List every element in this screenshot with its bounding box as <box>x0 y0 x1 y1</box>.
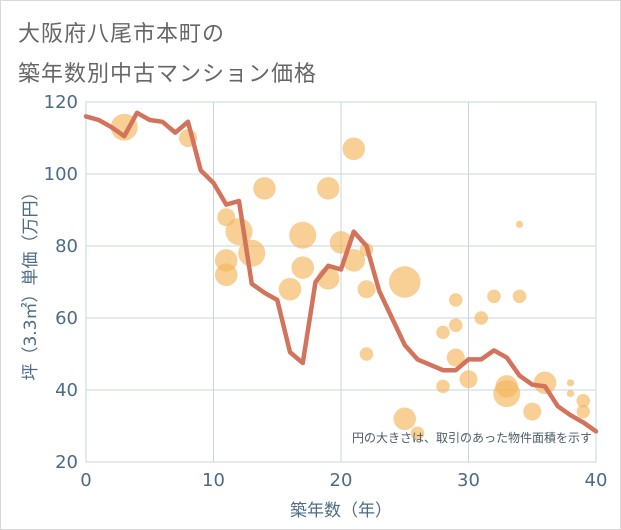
data-bubble <box>449 293 463 307</box>
data-bubble <box>459 370 478 389</box>
data-bubble <box>289 221 317 249</box>
x-tick-label: 40 <box>585 470 608 491</box>
y-tick-label: 120 <box>44 92 78 113</box>
data-bubble <box>410 426 425 440</box>
size-annotation: 円の大きさは、取引のあった物件面積を示す <box>352 430 592 445</box>
data-bubble <box>474 311 488 325</box>
data-bubble <box>515 220 524 228</box>
data-bubble <box>357 280 376 299</box>
data-bubble <box>495 375 518 398</box>
data-bubble <box>317 177 340 200</box>
data-bubble <box>238 239 266 267</box>
average-price-line <box>83 110 599 434</box>
chart-title-line-2: 築年数別中古マンション価格 <box>18 62 318 87</box>
data-bubble <box>291 256 314 279</box>
x-tick-label: 30 <box>457 470 480 491</box>
data-bubble <box>523 402 542 421</box>
data-bubble <box>436 325 450 340</box>
data-bubble <box>576 404 590 419</box>
data-bubble <box>436 379 450 394</box>
data-bubble <box>446 348 465 367</box>
x-axis-label: 築年数（年） <box>290 501 392 521</box>
data-bubble <box>449 318 463 332</box>
x-tick-label: 20 <box>330 470 353 491</box>
data-bubble <box>215 263 238 287</box>
data-bubble <box>533 371 557 395</box>
chart-title-line-1: 大阪府八尾市本町の <box>18 22 226 47</box>
data-bubble <box>566 379 575 387</box>
y-tick-label: 80 <box>55 236 78 257</box>
data-bubble <box>487 289 501 304</box>
data-bubble <box>389 266 421 298</box>
x-tick-label: 0 <box>80 470 91 491</box>
data-bubble <box>566 390 575 398</box>
data-bubble <box>576 394 590 408</box>
x-tick-label: 10 <box>202 470 225 491</box>
data-bubble <box>393 407 416 431</box>
data-bubble <box>253 177 276 200</box>
data-bubble <box>342 137 365 161</box>
data-bubble <box>512 289 527 304</box>
data-bubble <box>278 277 302 301</box>
data-bubble <box>359 347 374 361</box>
y-tick-label: 40 <box>55 380 78 401</box>
y-tick-label: 60 <box>55 308 78 329</box>
y-axis-label: 坪（3.3㎡）単価（万円） <box>21 183 41 380</box>
y-tick-label: 100 <box>44 164 78 185</box>
y-tick-label: 20 <box>55 452 78 473</box>
